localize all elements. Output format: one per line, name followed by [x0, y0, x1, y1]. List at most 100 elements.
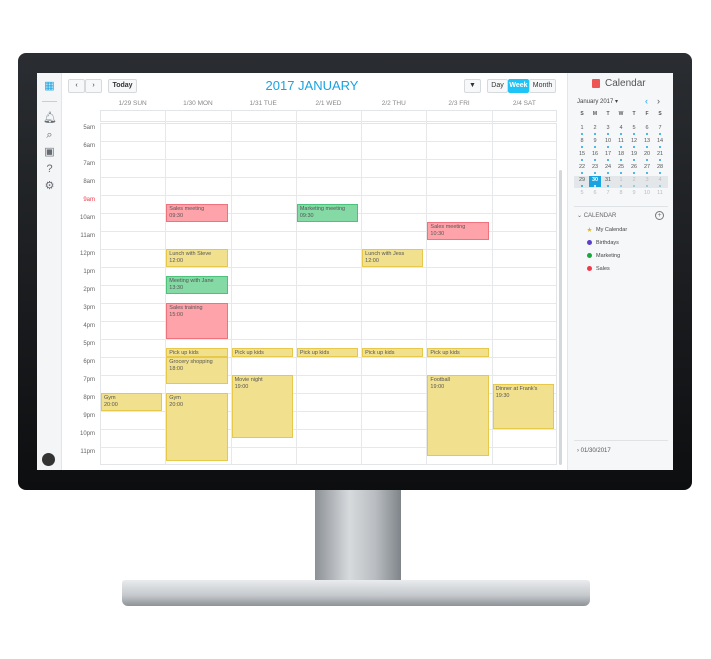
view-month-button[interactable]: Month: [529, 79, 556, 93]
hour-label: 12pm: [79, 251, 95, 257]
mini-calendar-day[interactable]: 10: [604, 138, 612, 144]
mini-calendar-day[interactable]: 1: [619, 177, 623, 183]
mini-calendar-day[interactable]: 1: [580, 125, 584, 131]
mini-calendar-day[interactable]: 22: [578, 164, 586, 170]
mini-calendar-day[interactable]: 6: [645, 125, 649, 131]
avatar[interactable]: [42, 453, 55, 466]
hour-label: 9am: [83, 197, 95, 203]
calendar-event[interactable]: Pick up kids: [296, 348, 359, 357]
mini-calendar-day[interactable]: 28: [656, 164, 664, 170]
calendar-event[interactable]: Pick up kids: [427, 348, 489, 357]
mini-calendar-day[interactable]: 24: [604, 164, 612, 170]
mini-calendar-day[interactable]: 5: [632, 125, 636, 131]
calendar-event[interactable]: Lunch with Steve 12:00: [166, 249, 228, 267]
next-button[interactable]: ›: [85, 79, 102, 93]
mini-calendar-day[interactable]: 26: [630, 164, 638, 170]
calendar-event[interactable]: Pick up kids: [166, 348, 228, 357]
hour-line: [100, 447, 557, 448]
mini-calendar-day[interactable]: 11: [618, 138, 624, 144]
mini-calendar-day[interactable]: 18: [617, 151, 625, 157]
week-grid[interactable]: [100, 123, 557, 465]
event-time: 20:00: [104, 402, 118, 408]
mini-calendar-day[interactable]: 17: [604, 151, 612, 157]
hour-line: [100, 159, 557, 160]
calendar-edit-icon[interactable]: ▣: [44, 146, 55, 158]
mini-calendar-day[interactable]: 20: [643, 151, 651, 157]
calendar-event[interactable]: Gym 20:00: [101, 393, 163, 411]
mini-calendar-day[interactable]: 8: [580, 138, 584, 144]
event-title: Sales meeting: [169, 206, 205, 212]
view-week-button[interactable]: Week: [508, 79, 529, 93]
calendar-event[interactable]: Football 19:00: [427, 375, 489, 456]
scrollbar[interactable]: [559, 170, 562, 465]
mini-calendar-day[interactable]: 7: [658, 125, 662, 131]
mini-calendar-day[interactable]: 6: [593, 190, 597, 196]
calendar-item[interactable]: Birthdays: [587, 240, 619, 246]
mini-calendar-day[interactable]: 23: [591, 164, 599, 170]
hour-line: [100, 249, 557, 250]
mini-calendar-day[interactable]: 12: [630, 138, 638, 144]
mini-calendar-day[interactable]: 9: [593, 138, 597, 144]
mini-calendar-day[interactable]: 3: [645, 177, 649, 183]
calendar-item[interactable]: Marketing: [587, 253, 620, 259]
mini-calendar-day[interactable]: 7: [606, 190, 610, 196]
mini-calendar-day[interactable]: 2: [593, 125, 597, 131]
date-expander[interactable]: › 01/30/2017: [577, 448, 611, 454]
gear-icon[interactable]: ⚙: [44, 180, 55, 192]
calendar-section-toggle[interactable]: ⌄ CALENDAR: [577, 213, 617, 219]
mini-calendar-day[interactable]: 31: [604, 177, 612, 183]
mini-calendar-day[interactable]: 15: [578, 151, 586, 157]
event-title: Football: [430, 377, 450, 383]
view-day-button[interactable]: Day: [487, 79, 508, 93]
mini-calendar-day[interactable]: 19: [630, 151, 638, 157]
mini-calendar-day[interactable]: 25: [617, 164, 625, 170]
mini-calendar-day[interactable]: 14: [656, 138, 664, 144]
event-dot: [620, 133, 622, 135]
mini-calendar-day[interactable]: 11: [657, 190, 663, 196]
calendar-item[interactable]: Sales: [587, 266, 610, 272]
hour-label: 10pm: [79, 431, 95, 437]
mini-calendar-day[interactable]: 27: [643, 164, 651, 170]
calendar-event[interactable]: Sales training 15:00: [166, 303, 228, 339]
mini-calendar-day[interactable]: 21: [656, 151, 664, 157]
event-title: Lunch with Steve: [169, 251, 212, 257]
calendar-event[interactable]: Sales meeting 09:30: [166, 204, 228, 222]
month-picker[interactable]: January 2017 ▾: [577, 99, 619, 105]
mini-calendar-day[interactable]: 16: [591, 151, 599, 157]
mini-calendar-day[interactable]: 8: [619, 190, 623, 196]
mini-calendar-day[interactable]: 5: [580, 190, 584, 196]
monitor-stand-neck: [315, 490, 401, 582]
filter-button[interactable]: ▼: [464, 79, 481, 93]
column-divider: [491, 110, 493, 465]
calendar-item[interactable]: My Calendar: [587, 227, 627, 233]
calendar-event[interactable]: Pick up kids: [231, 348, 293, 357]
calendar-event[interactable]: Meeting with Jane 13:30: [166, 276, 228, 294]
calendar-event[interactable]: Movie night 19:00: [231, 375, 293, 438]
prev-button[interactable]: ‹: [68, 79, 85, 93]
calendar-event[interactable]: Marketing meeting 09:30: [296, 204, 359, 222]
calendar-event[interactable]: Sales meeting 10:30: [427, 222, 489, 240]
mini-calendar-day[interactable]: 2: [632, 177, 636, 183]
apps-grid-icon[interactable]: ▦: [44, 80, 55, 92]
calendar-event[interactable]: Dinner at Frank's 19:30: [492, 384, 554, 429]
mini-next-icon[interactable]: ›: [657, 96, 660, 106]
mini-calendar-day[interactable]: 3: [606, 125, 610, 131]
bell-icon[interactable]: 🔔︎: [43, 112, 57, 124]
today-button[interactable]: Today: [108, 79, 137, 93]
mini-calendar-day[interactable]: 13: [643, 138, 651, 144]
event-dot: [620, 146, 622, 148]
mini-calendar-day[interactable]: 10: [643, 190, 651, 196]
mini-calendar-day[interactable]: 4: [658, 177, 662, 183]
calendar-event[interactable]: Pick up kids: [362, 348, 424, 357]
search-icon[interactable]: ⌕: [46, 129, 53, 141]
calendar-event[interactable]: Grocery shopping 18:00: [166, 357, 228, 384]
add-calendar-icon[interactable]: +: [655, 211, 664, 220]
mini-calendar-day[interactable]: 29: [578, 177, 586, 183]
help-icon[interactable]: ?: [46, 163, 53, 175]
mini-calendar-day[interactable]: 9: [632, 190, 636, 196]
mini-calendar-day[interactable]: 4: [619, 125, 623, 131]
calendar-event[interactable]: Gym 20:00: [166, 393, 228, 461]
mini-calendar-day[interactable]: 30: [589, 176, 601, 187]
calendar-event[interactable]: Lunch with Jess 12:00: [362, 249, 424, 267]
mini-prev-icon[interactable]: ‹: [645, 96, 648, 106]
